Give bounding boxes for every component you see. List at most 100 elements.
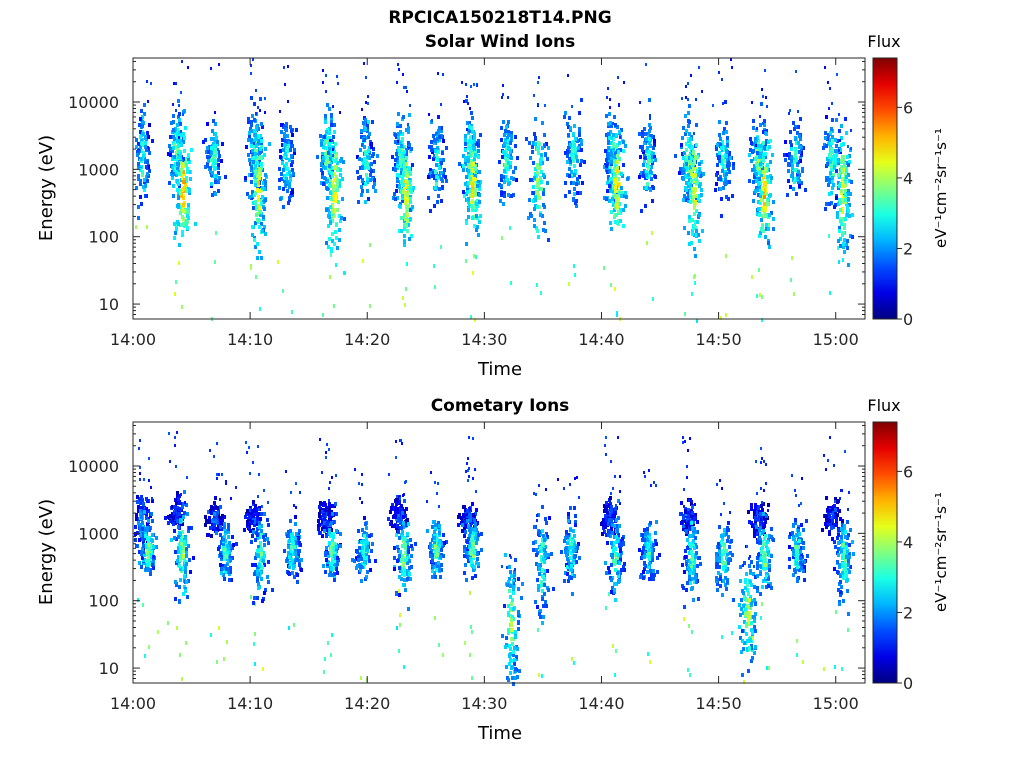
heatmap-cell	[364, 127, 367, 131]
heatmap-cell	[678, 171, 681, 175]
heatmap-cell	[499, 199, 502, 203]
heatmap-cell	[171, 149, 174, 153]
heatmap-cell	[405, 128, 408, 132]
heatmap-cell	[335, 185, 338, 189]
heatmap-cell	[653, 155, 656, 159]
heatmap-cell	[254, 183, 257, 187]
heatmap-cell	[170, 121, 173, 125]
heatmap-cell	[473, 157, 476, 161]
heatmap-cell	[570, 170, 573, 174]
heatmap-cell	[510, 281, 512, 285]
heatmap-cell	[837, 239, 840, 243]
heatmap-cell	[758, 155, 761, 159]
heatmap-cell	[536, 191, 539, 195]
heatmap-cell	[146, 225, 148, 229]
heatmap-cell	[148, 537, 151, 541]
heatmap-cell	[477, 139, 480, 143]
heatmap-cell	[326, 526, 329, 530]
heatmap-cell	[576, 191, 579, 195]
heatmap-cell	[227, 530, 230, 534]
heatmap-cell	[763, 187, 766, 191]
heatmap-cell	[695, 123, 698, 127]
heatmap-cell	[749, 137, 752, 141]
heatmap-cell	[178, 512, 181, 516]
heatmap-cell	[442, 139, 445, 143]
heatmap-cell	[204, 515, 207, 519]
heatmap-cell	[331, 542, 334, 546]
heatmap-cell	[298, 559, 301, 563]
heatmap-cell	[137, 174, 140, 178]
heatmap-cell	[224, 570, 227, 574]
heatmap-cell	[219, 553, 222, 557]
heatmap-cell	[260, 199, 263, 203]
heatmap-cell	[250, 165, 253, 169]
heatmap-cell	[465, 242, 468, 246]
heatmap-cell	[288, 555, 291, 559]
heatmap-cell	[653, 139, 656, 143]
heatmap-cell	[141, 173, 144, 177]
heatmap-cell	[221, 514, 224, 518]
heatmap-cell	[231, 535, 234, 539]
heatmap-cell	[396, 507, 399, 511]
heatmap-cell	[768, 245, 771, 249]
heatmap-cell	[221, 567, 224, 571]
heatmap-cell	[256, 596, 259, 600]
heatmap-cell	[823, 143, 826, 147]
heatmap-cell	[718, 120, 721, 124]
heatmap-cell	[373, 160, 376, 164]
heatmap-cell	[784, 158, 787, 162]
heatmap-cell	[402, 521, 405, 525]
heatmap-cell	[726, 139, 729, 143]
heatmap-cell	[298, 529, 301, 533]
heatmap-cell	[834, 149, 837, 153]
heatmap-cell	[176, 132, 179, 136]
heatmap-cell	[695, 143, 698, 147]
heatmap-cell	[639, 155, 642, 159]
heatmap-cell	[534, 204, 537, 208]
heatmap-cell	[286, 134, 289, 138]
heatmap-cell	[252, 514, 255, 518]
heatmap-cell	[411, 205, 414, 209]
heatmap-cell	[137, 509, 140, 513]
heatmap-cell	[646, 241, 648, 245]
heatmap-cell	[257, 195, 260, 199]
heatmap-cell	[569, 143, 572, 147]
heatmap-cell	[335, 236, 338, 240]
heatmap-cell	[226, 562, 229, 566]
heatmap-cell	[791, 172, 794, 176]
heatmap-cell	[331, 139, 333, 142]
heatmap-cell	[403, 145, 406, 149]
heatmap-cell	[331, 210, 334, 214]
heatmap-cell	[467, 102, 469, 105]
heatmap-cell	[533, 94, 535, 97]
heatmap-cell	[790, 159, 793, 163]
heatmap-cell	[542, 203, 545, 207]
heatmap-cell	[843, 238, 846, 242]
heatmap-cell	[205, 519, 208, 523]
heatmap-cell	[179, 211, 182, 215]
heatmap-cell	[792, 121, 795, 125]
heatmap-cell	[185, 186, 188, 190]
heatmap-cell	[772, 227, 775, 231]
heatmap-cell	[512, 193, 515, 197]
heatmap-cell	[838, 229, 841, 233]
heatmap-cell	[610, 210, 613, 214]
heatmap-cell	[473, 139, 476, 143]
heatmap-cell	[719, 137, 722, 141]
heatmap-cell	[843, 250, 846, 254]
heatmap-cell	[839, 139, 841, 142]
heatmap-cell	[465, 99, 468, 103]
heatmap-cell	[151, 533, 154, 537]
heatmap-cell	[399, 521, 402, 525]
heatmap-cell	[257, 198, 260, 202]
heatmap-cell	[751, 168, 754, 172]
heatmap-cell	[145, 165, 148, 169]
heatmap-cell	[326, 196, 329, 200]
heatmap-cell	[769, 180, 772, 184]
heatmap-cell	[435, 153, 438, 157]
heatmap-cell	[333, 575, 336, 579]
heatmap-cell	[396, 122, 399, 126]
heatmap-cell	[327, 137, 330, 141]
heatmap-cell	[252, 601, 255, 605]
heatmap-cell	[759, 115, 761, 118]
